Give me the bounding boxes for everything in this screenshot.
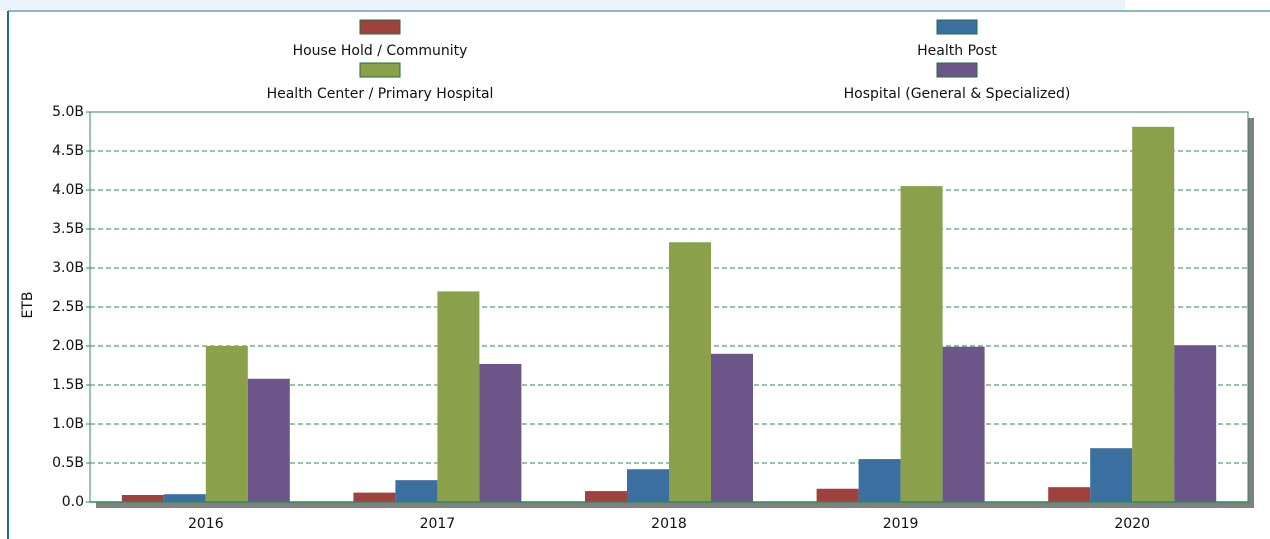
y-tick-label: 5.0B: [52, 104, 84, 120]
y-tick-label: 3.0B: [52, 260, 84, 276]
y-tick-label: 0.5B: [52, 455, 84, 471]
y-tick-label: 2.5B: [52, 299, 84, 315]
bar: [479, 363, 522, 502]
y-tick-label: 4.5B: [52, 143, 84, 159]
legend-label: Hospital (General & Specialized): [844, 86, 1071, 102]
bar: [711, 353, 753, 502]
y-tick-label: 1.5B: [52, 377, 84, 393]
legend-swatch: [359, 19, 401, 35]
bar: [1090, 448, 1133, 502]
legend-swatch: [936, 62, 978, 78]
x-tick-label: 2016: [188, 516, 224, 532]
bar: [627, 469, 669, 502]
bar: [669, 242, 711, 502]
y-tick-label: 0.0: [62, 494, 84, 510]
bar: [437, 291, 480, 502]
legend-swatch: [359, 62, 401, 78]
bar: [585, 491, 627, 502]
bar: [1048, 487, 1091, 502]
legend-label: Health Center / Primary Hospital: [267, 86, 494, 102]
y-tick-label: 4.0B: [52, 182, 84, 198]
bar: [1174, 345, 1217, 502]
bar: [858, 459, 901, 502]
bar: [121, 494, 164, 502]
bar: [900, 186, 943, 502]
bar: [942, 346, 985, 502]
legend-label: Health Post: [917, 43, 997, 59]
bar: [395, 480, 438, 502]
bar: [247, 378, 290, 502]
bar: [353, 492, 396, 502]
top-band: [0, 0, 1125, 10]
x-tick-label: 2020: [1114, 516, 1150, 532]
bar: [163, 494, 206, 502]
legend-swatch: [936, 19, 978, 35]
x-tick-label: 2019: [883, 516, 919, 532]
y-tick-label: 1.0B: [52, 416, 84, 432]
legend-label: House Hold / Community: [293, 43, 468, 59]
y-tick-label: 3.5B: [52, 221, 84, 237]
bar: [816, 488, 859, 502]
bar: [205, 346, 248, 502]
bar: [1132, 126, 1175, 502]
y-tick-label: 2.0B: [52, 338, 84, 354]
x-tick-label: 2018: [651, 516, 687, 532]
x-tick-label: 2017: [420, 516, 456, 532]
y-axis-title: ETB: [20, 291, 36, 318]
